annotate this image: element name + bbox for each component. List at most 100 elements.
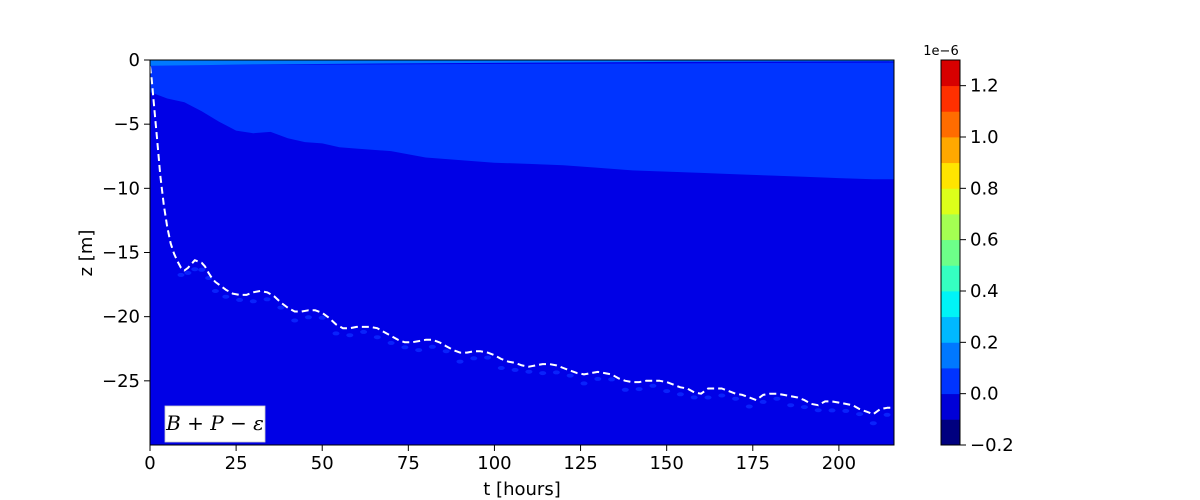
speckle <box>828 408 836 413</box>
speckle <box>649 383 657 388</box>
y-tick-label: −20 <box>102 307 140 328</box>
speckle <box>511 367 519 372</box>
colorbar-band <box>941 137 960 164</box>
annotation-background <box>164 405 266 443</box>
colorbar-band <box>941 393 960 420</box>
colorbar-band <box>941 316 960 343</box>
speckle <box>773 396 781 401</box>
x-tick-label: 125 <box>563 453 597 474</box>
colorbar-band <box>941 291 960 318</box>
speckle <box>759 399 767 404</box>
contour-region-1 <box>150 62 894 180</box>
speckle <box>428 344 436 349</box>
speckle <box>580 381 588 386</box>
speckle <box>856 412 864 417</box>
speckle <box>676 392 684 397</box>
speckle <box>566 373 574 378</box>
speckle <box>415 348 423 353</box>
speckle <box>552 370 560 375</box>
y-tick-label: −5 <box>113 114 140 135</box>
speckle <box>470 356 478 361</box>
speckle <box>236 297 244 302</box>
colorbar-band <box>941 162 960 189</box>
x-tick-label: 0 <box>144 453 155 474</box>
speckle <box>484 355 492 360</box>
x-tick-label: 200 <box>822 453 856 474</box>
speckle <box>442 349 450 354</box>
colorbar-tick-label: 0.6 <box>970 230 999 251</box>
colorbar-band <box>941 60 960 87</box>
colorbar-frame <box>940 59 961 446</box>
speckle <box>222 294 230 299</box>
speckle <box>732 396 740 401</box>
speckle <box>318 315 326 320</box>
speckle <box>401 345 409 350</box>
series-group <box>150 66 894 416</box>
speckle <box>690 395 698 400</box>
colorbar-tick-label: 1.0 <box>970 127 999 148</box>
speckle <box>263 297 271 302</box>
speckle <box>184 270 192 275</box>
speckle <box>814 408 822 413</box>
colorbar-band <box>941 368 960 395</box>
y-axis: 0 −5 −10 −15 −20 −25 <box>102 50 150 392</box>
speckle <box>456 359 464 364</box>
y-axis-label: z [m] <box>76 230 97 277</box>
speckle <box>191 267 199 272</box>
speckle <box>787 403 795 408</box>
annotation-box: B + P − ε <box>164 405 266 443</box>
x-axis-label: t [hours] <box>483 479 560 500</box>
speckle <box>525 369 533 374</box>
y-tick-label: −15 <box>102 243 140 264</box>
colorbar-bands <box>941 60 960 446</box>
x-axis: 0 25 50 75 100 125 150 175 200 <box>144 445 856 474</box>
contour-region-2 <box>150 60 894 66</box>
plot-area <box>149 59 895 446</box>
x-tick-label: 150 <box>649 453 683 474</box>
colorbar-tick-label: 0.2 <box>970 332 999 353</box>
speckle <box>277 305 285 310</box>
speckle <box>883 412 891 417</box>
speckle <box>800 405 808 410</box>
speckle <box>198 267 206 272</box>
speckle <box>291 318 299 323</box>
colorbar: −0.2 0.0 0.2 0.4 0.6 0.8 1.0 1.2 1e−6 <box>923 44 1013 456</box>
colorbar-band <box>941 188 960 215</box>
x-tick-label: 175 <box>736 453 770 474</box>
x-tick-label: 50 <box>311 453 334 474</box>
colorbar-offset-label: 1e−6 <box>923 44 958 59</box>
colorbar-band <box>941 239 960 266</box>
y-tick-label: 0 <box>129 50 140 71</box>
colorbar-ticks: −0.2 0.0 0.2 0.4 0.6 0.8 1.0 1.2 <box>960 76 1014 456</box>
speckle <box>497 366 505 370</box>
speckle <box>594 376 602 381</box>
speckle <box>621 387 629 392</box>
speckle <box>211 289 219 293</box>
x-tick-label: 75 <box>397 453 420 474</box>
x-tick-label: 25 <box>225 453 248 474</box>
y-tick-label: −25 <box>102 371 140 392</box>
speckle <box>608 377 616 382</box>
speckle <box>718 393 726 398</box>
colorbar-tick-label: 1.2 <box>970 76 999 97</box>
colorbar-band <box>941 265 960 292</box>
y-tick-label: −10 <box>102 178 140 199</box>
x-tick-label: 100 <box>477 453 511 474</box>
speckle <box>869 421 877 426</box>
contour-regions <box>150 60 894 180</box>
annotation-text: B + P − ε <box>165 411 264 435</box>
colorbar-band <box>941 342 960 369</box>
speckle <box>249 299 257 304</box>
colorbar-band <box>941 419 960 446</box>
speckle <box>387 340 395 345</box>
speckle <box>360 329 368 334</box>
colorbar-tick-label: −0.2 <box>970 435 1014 456</box>
colorbar-tick-label: 0.0 <box>970 384 999 405</box>
colorbar-tick-label: 0.4 <box>970 281 999 302</box>
colorbar-band <box>941 214 960 241</box>
colorbar-band <box>941 111 960 138</box>
speckle <box>745 404 753 409</box>
series-line <box>150 66 894 416</box>
speckle <box>177 272 185 277</box>
